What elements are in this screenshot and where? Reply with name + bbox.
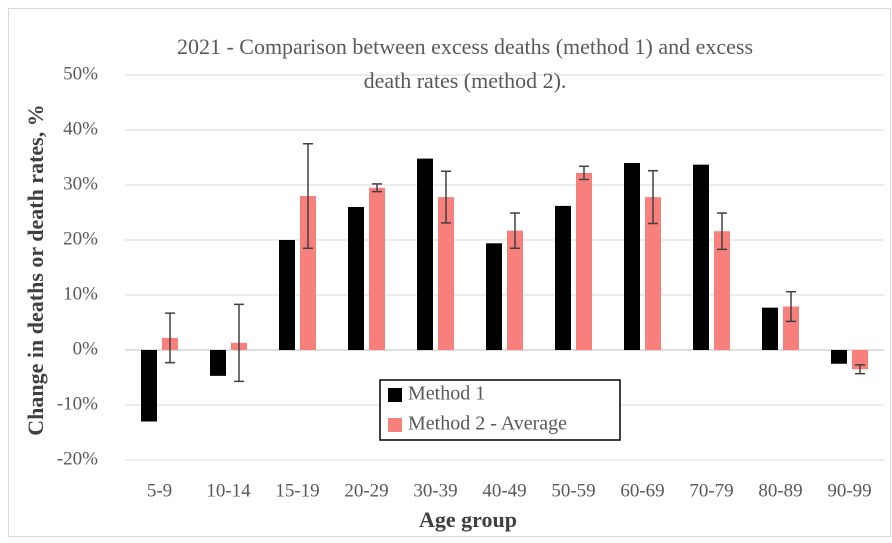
bar bbox=[300, 196, 316, 350]
bar bbox=[369, 187, 385, 350]
legend-label: Method 2 - Average bbox=[408, 413, 567, 435]
bar bbox=[438, 197, 454, 350]
x-tick-label: 15-19 bbox=[275, 480, 319, 501]
bar bbox=[576, 172, 592, 350]
error-bar bbox=[579, 165, 589, 181]
y-tick-label: 50% bbox=[63, 63, 98, 84]
error-bar bbox=[165, 312, 175, 364]
bar bbox=[624, 163, 640, 350]
x-tick-label: 30-39 bbox=[413, 480, 457, 501]
x-axis-title: Age group bbox=[419, 507, 517, 532]
x-tick-label: 70-79 bbox=[689, 480, 733, 501]
y-tick-label: 20% bbox=[63, 228, 98, 249]
y-tick-label: 30% bbox=[63, 173, 98, 194]
x-tick-label: 80-89 bbox=[758, 480, 802, 501]
error-bar bbox=[648, 169, 658, 225]
error-bar bbox=[372, 183, 382, 193]
legend-swatch bbox=[388, 418, 402, 432]
bar bbox=[507, 230, 523, 350]
error-bar bbox=[510, 212, 520, 249]
y-tick-label: -20% bbox=[57, 448, 98, 469]
y-tick-label: -10% bbox=[57, 393, 98, 414]
x-tick-label: 20-29 bbox=[344, 480, 388, 501]
x-tick-label: 90-99 bbox=[827, 480, 871, 501]
x-tick-label: 5-9 bbox=[147, 480, 172, 501]
error-bar bbox=[717, 212, 727, 251]
bar bbox=[210, 350, 226, 376]
bar bbox=[417, 158, 433, 350]
bar bbox=[348, 207, 364, 350]
bar bbox=[555, 205, 571, 350]
error-bar bbox=[441, 170, 451, 224]
bar bbox=[714, 231, 730, 350]
chart-border bbox=[8, 8, 891, 537]
x-tick-label: 10-14 bbox=[206, 480, 251, 501]
legend-label: Method 1 bbox=[408, 383, 485, 405]
y-tick-label: 10% bbox=[63, 283, 98, 304]
error-bar bbox=[303, 143, 313, 249]
bar bbox=[645, 197, 661, 350]
error-bar bbox=[234, 303, 244, 383]
y-tick-label: 40% bbox=[63, 118, 98, 139]
bar bbox=[783, 306, 799, 350]
bar bbox=[141, 350, 157, 422]
bar bbox=[486, 243, 502, 350]
y-axis-title: Change in deaths or death rates, % bbox=[23, 104, 48, 435]
bar bbox=[279, 240, 295, 350]
legend-swatch bbox=[388, 388, 402, 402]
chart-title: 2021 - Comparison between excess deaths … bbox=[176, 34, 754, 93]
legend-box bbox=[379, 379, 621, 441]
bar bbox=[831, 350, 847, 364]
bar bbox=[693, 164, 709, 350]
x-tick-label: 50-59 bbox=[551, 480, 595, 501]
x-tick-label: 40-49 bbox=[482, 480, 526, 501]
bar bbox=[762, 307, 778, 350]
y-tick-label: 0% bbox=[73, 338, 99, 359]
x-tick-label: 60-69 bbox=[620, 480, 664, 501]
error-bar bbox=[786, 290, 796, 323]
error-bar bbox=[855, 364, 865, 375]
